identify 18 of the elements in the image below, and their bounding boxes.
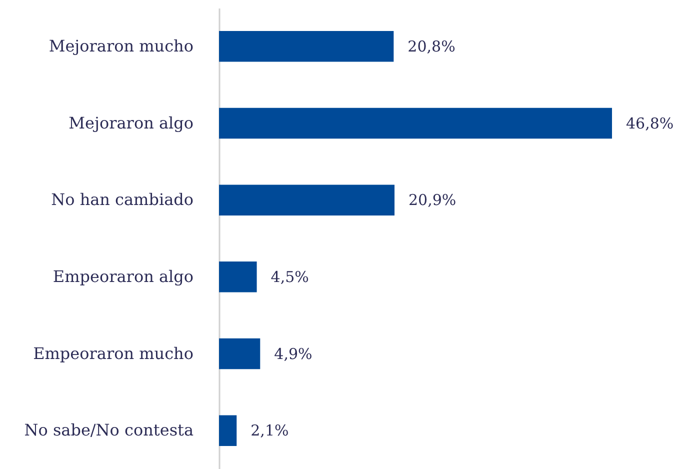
data-label: 4,9% [274, 344, 312, 363]
data-label: 4,5% [270, 268, 309, 286]
bar [219, 108, 612, 139]
bar [219, 338, 260, 370]
y-tick-label: Empeoraron algo [52, 266, 194, 286]
data-label: 20,8% [408, 37, 456, 56]
data-label: 46,8% [626, 114, 674, 132]
y-tick-label: Mejoraron algo [68, 113, 194, 132]
y-tick-label: Empeoraron mucho [33, 344, 194, 363]
bar [219, 262, 257, 292]
bar [219, 31, 394, 62]
y-tick-label: No han cambiado [51, 190, 194, 210]
data-label: 20,9% [408, 191, 456, 210]
y-tick-label: No sabe/No contesta [24, 420, 194, 440]
bar [219, 184, 395, 216]
data-label: 2,1% [250, 422, 289, 440]
y-tick-label: Mejoraron mucho [48, 36, 194, 56]
bar [219, 415, 237, 446]
